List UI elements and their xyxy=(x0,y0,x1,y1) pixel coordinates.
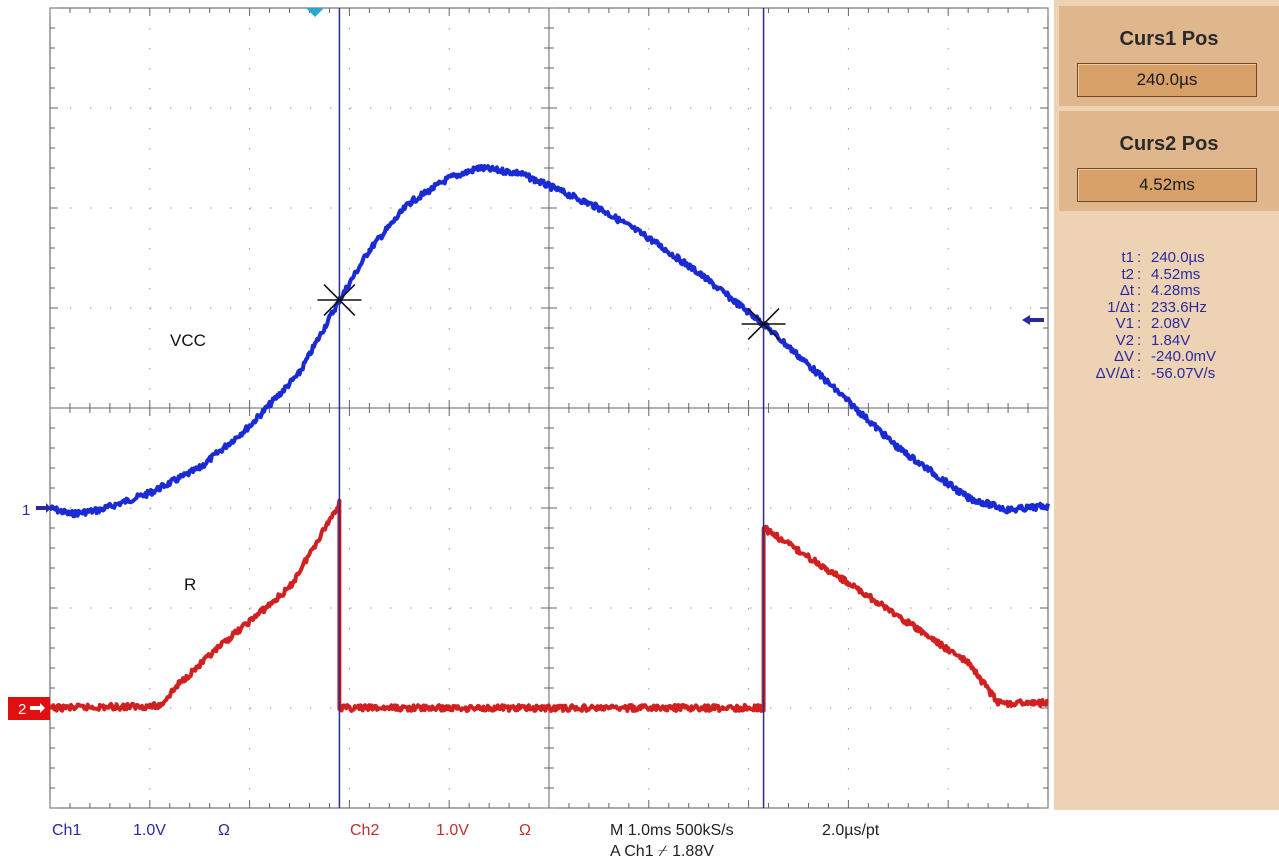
readout-value: 4.28ms xyxy=(1151,282,1201,299)
readout-row: Δt:4.28ms xyxy=(1060,282,1260,300)
readout-value: 2.08V xyxy=(1151,315,1191,332)
readout-value: -240.0mV xyxy=(1151,348,1217,365)
cursor-readout: t1:240.0µs t2:4.52ms Δt:4.28ms 1/Δt:233.… xyxy=(1060,249,1260,383)
trace-r xyxy=(48,498,1049,713)
readout-row: V2:1.84V xyxy=(1060,331,1260,350)
cursor-1-marker-icon xyxy=(317,284,362,316)
ch1-coupling: Ω xyxy=(218,822,230,839)
readout-value: 1.84V xyxy=(1151,331,1191,349)
ch2-marker-box xyxy=(8,697,50,720)
ch2-coupling: Ω xyxy=(519,822,531,839)
timebase-readout: M 1.0ms 500kS/s xyxy=(610,822,734,839)
readout-label: ΔV/Δt xyxy=(1095,364,1134,382)
readout-value: -56.07V/s xyxy=(1151,364,1216,382)
ch1-scale: 1.0V xyxy=(133,822,166,839)
readout-row: V1:2.08V xyxy=(1060,315,1260,333)
ch2-name: Ch2 xyxy=(350,822,380,839)
ch1-marker-number: 1 xyxy=(22,502,30,519)
ch1-marker: 1 xyxy=(22,502,51,519)
trigger-level-arrow-icon xyxy=(1022,315,1044,325)
ch1-name: Ch1 xyxy=(52,822,82,839)
readout-label: 1/Δt xyxy=(1107,298,1134,316)
trigger-readout: A Ch1 ⌿ 1.88V xyxy=(610,843,714,860)
readout-label: Δt xyxy=(1119,282,1134,299)
trigger-position-icon xyxy=(306,8,324,17)
readout-value: 233.6Hz xyxy=(1151,298,1207,316)
vcc-label: VCC xyxy=(170,331,206,350)
r-label: R xyxy=(184,575,196,594)
ch2-marker-number: 2 xyxy=(18,701,26,718)
cursor-2-marker-icon xyxy=(741,308,786,340)
ch1-marker-arrow-icon xyxy=(36,503,51,513)
curs1-pos-title: Curs1 Pos xyxy=(1119,28,1219,50)
readout-row: ΔV: -240.0mV xyxy=(1060,348,1260,366)
per-point-readout: 2.0µs/pt xyxy=(822,822,880,839)
readout-row: t1:240.0µs xyxy=(1060,249,1260,267)
readout-value: 4.52ms xyxy=(1151,265,1201,283)
ch2-marker-arrow-icon xyxy=(30,703,45,713)
curs2-pos-title: Curs2 Pos xyxy=(1119,133,1219,155)
graticule-ticks xyxy=(49,7,1049,809)
readout-label: V1 xyxy=(1115,315,1134,332)
waveform-plot: VCC R 1 2 xyxy=(8,7,1050,809)
trace-vcc xyxy=(48,163,1050,519)
readout-label: t1 xyxy=(1121,249,1134,266)
readout-label: V2 xyxy=(1115,331,1134,349)
readout-value: 240.0µs xyxy=(1151,249,1205,266)
readout-label: ΔV xyxy=(1113,348,1134,365)
ch2-marker: 2 xyxy=(8,697,50,720)
curs1-pos-value[interactable]: 240.0µs xyxy=(1077,63,1257,97)
readout-row: t2:4.52ms xyxy=(1060,265,1260,284)
curs1-pos-menu[interactable]: Curs1 Pos 240.0µs xyxy=(1059,6,1279,106)
readout-row: 1/Δt:233.6Hz xyxy=(1060,298,1260,317)
readout-label: t2 xyxy=(1121,265,1134,283)
curs2-pos-value[interactable]: 4.52ms xyxy=(1077,168,1257,202)
readout-row: ΔV/Δt: -56.07V/s xyxy=(1060,364,1260,383)
curs2-pos-menu[interactable]: Curs2 Pos 4.52ms xyxy=(1059,111,1279,211)
ch2-scale: 1.0V xyxy=(436,822,469,839)
